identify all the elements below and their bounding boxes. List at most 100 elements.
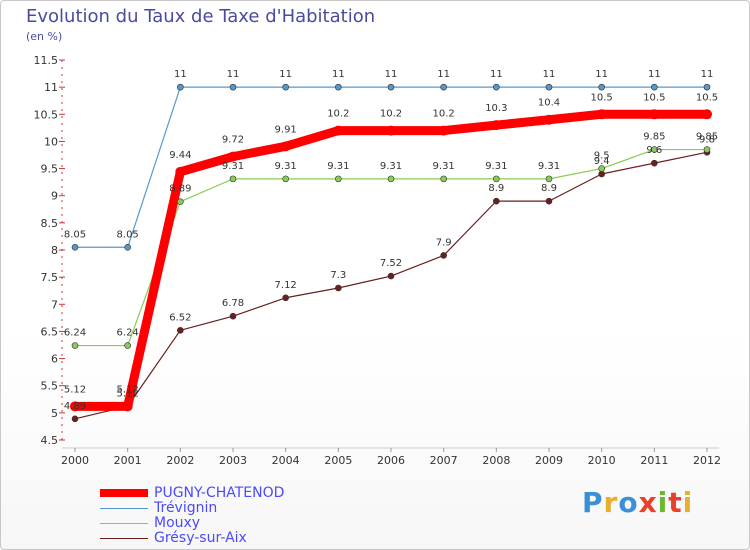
- data-point: [651, 146, 658, 153]
- logo-letter: t: [668, 486, 683, 519]
- data-point: [387, 83, 395, 91]
- data-label: 10.4: [538, 98, 560, 109]
- unit-label: (en %): [26, 30, 63, 43]
- data-label: 9.31: [327, 161, 349, 172]
- legend-swatch: [100, 489, 148, 497]
- data-point: [229, 312, 237, 320]
- data-label: 7.3: [330, 270, 346, 281]
- data-point: [280, 141, 291, 152]
- data-label: 4.89: [64, 401, 86, 412]
- data-point: [493, 175, 500, 183]
- data-point: [71, 342, 79, 349]
- x-tick-label: 2005: [324, 454, 352, 467]
- data-label: 8.9: [541, 183, 557, 194]
- legend-label: Trévignin: [154, 500, 218, 516]
- data-label: 11: [543, 69, 556, 80]
- x-tick-label: 2006: [377, 454, 405, 467]
- y-tick-label: 4.5: [41, 434, 59, 447]
- data-point: [651, 159, 658, 167]
- data-label: 11: [701, 69, 714, 80]
- y-tick-label: 11: [44, 81, 58, 94]
- data-point: [545, 175, 553, 183]
- logo-letter: r: [603, 486, 619, 519]
- data-point: [491, 120, 502, 131]
- data-label: 9.44: [169, 150, 191, 161]
- legend-label: Mouxy: [154, 515, 201, 531]
- data-point: [177, 83, 184, 91]
- x-tick-label: 2008: [482, 454, 510, 467]
- data-point: [335, 175, 342, 183]
- series-points: [70, 83, 712, 423]
- legend-label: Grésy-sur-Aix: [154, 530, 247, 546]
- data-point: [703, 83, 711, 91]
- x-tick-label: 2002: [166, 454, 194, 467]
- axes: 4.5 5 5.5 6 6.5 7 7.5 8 8.5 9 9.5 10 10.5 11 11.5 2000 2…: [34, 54, 722, 467]
- data-point: [386, 125, 396, 136]
- y-tick-label: 8.5: [41, 217, 59, 230]
- data-label: 6.78: [222, 298, 244, 309]
- series-lines: [70, 86, 712, 420]
- y-tick-label: 9.5: [41, 163, 59, 176]
- data-label: 9.4: [594, 156, 610, 167]
- data-label: 11: [490, 69, 503, 80]
- data-point: [71, 415, 79, 423]
- data-point: [598, 83, 605, 91]
- data-point: [651, 83, 658, 91]
- x-tick-label: 2012: [693, 454, 721, 467]
- data-point: [440, 83, 447, 91]
- data-label: 9.5: [594, 151, 610, 162]
- data-point: [438, 125, 449, 136]
- data-label: 10.2: [380, 109, 402, 120]
- data-point: [335, 83, 342, 91]
- data-label: 10.5: [696, 92, 718, 103]
- chart-title: Evolution du Taux de Taxe d'Habitation: [26, 6, 376, 27]
- data-point: [703, 146, 711, 153]
- x-tick-label: 2009: [535, 454, 563, 467]
- data-label: 10.2: [433, 109, 455, 120]
- logo-letter: i: [657, 486, 669, 519]
- data-point: [598, 165, 605, 172]
- data-label: 10.5: [591, 92, 613, 103]
- data-label: 9.31: [380, 161, 402, 172]
- data-point: [177, 198, 184, 205]
- data-point: [545, 197, 553, 205]
- data-point: [544, 114, 554, 125]
- data-point: [440, 175, 447, 183]
- data-point: [702, 109, 712, 120]
- legend-swatch: [100, 522, 148, 524]
- data-point: [175, 166, 186, 177]
- logo-letter: x: [638, 486, 658, 519]
- y-tick-label: 6: [51, 353, 58, 366]
- data-label: 11: [437, 69, 450, 80]
- data-label: 8.89: [169, 184, 191, 195]
- data-label: 11: [174, 69, 187, 80]
- legend-swatch: [100, 507, 148, 509]
- data-point: [596, 109, 607, 120]
- data-point: [493, 83, 500, 91]
- data-label: 9.8: [699, 134, 715, 145]
- data-label: 6.24: [64, 328, 86, 339]
- data-point: [282, 83, 289, 91]
- data-label: 8.05: [117, 229, 139, 240]
- data-point: [228, 151, 238, 162]
- data-point: [70, 401, 80, 412]
- data-label: 9.31: [485, 161, 507, 172]
- data-label: 10.3: [485, 103, 507, 114]
- data-point: [387, 175, 395, 183]
- data-point: [71, 243, 79, 251]
- data-point: [124, 243, 131, 251]
- data-point: [335, 284, 342, 292]
- data-label: 11: [332, 69, 345, 80]
- data-point: [124, 342, 131, 349]
- data-point: [440, 252, 447, 259]
- x-tick-label: 2007: [430, 454, 458, 467]
- y-tick-label: 11.5: [34, 54, 59, 67]
- data-label: 7.52: [380, 258, 402, 269]
- data-label: 9.31: [222, 161, 244, 172]
- data-label: 11: [595, 69, 608, 80]
- data-label: 9.31: [275, 161, 297, 172]
- data-label: 10.2: [327, 109, 349, 120]
- data-point: [545, 83, 553, 91]
